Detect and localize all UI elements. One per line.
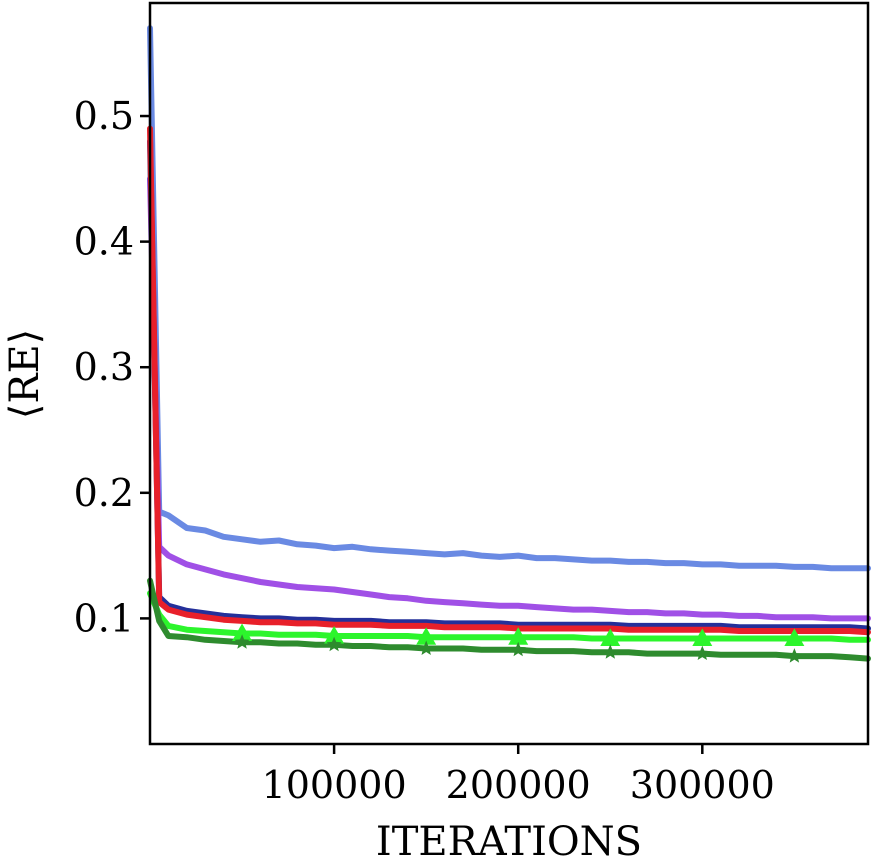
y-tick-label: 0.1 — [74, 596, 134, 640]
triangle-marker — [324, 625, 345, 644]
series-line-2 — [147, 175, 871, 622]
star-marker — [786, 648, 802, 663]
star-marker — [234, 634, 250, 649]
series-layer — [147, 25, 871, 662]
series-line-4 — [147, 125, 871, 636]
triangle-marker — [232, 623, 253, 641]
marker-layer — [232, 623, 805, 663]
x-axis-label: ITERATIONS — [376, 819, 642, 863]
series-line-5 — [147, 590, 871, 643]
y-axis: 0.1 0.2 0.3 0.4 0.5 — [74, 94, 150, 640]
triangle-marker — [508, 627, 529, 645]
triangle-marker — [416, 627, 437, 645]
star-marker — [602, 644, 618, 659]
x-tick-label: 300000 — [630, 763, 775, 807]
plot-frame — [148, 1, 870, 746]
series-line-6 — [147, 577, 871, 662]
star-marker — [694, 645, 710, 660]
x-tick-label: 200000 — [446, 763, 591, 807]
series-line-3 — [147, 138, 871, 632]
y-tick-label: 0.2 — [74, 471, 134, 515]
triangle-marker — [692, 628, 713, 647]
y-tick-label: 0.4 — [74, 220, 134, 264]
star-marker — [510, 641, 526, 657]
y-tick-label: 0.3 — [74, 345, 134, 389]
x-axis: 100000 200000 300000 — [262, 744, 775, 807]
x-tick-label: 100000 — [262, 763, 407, 807]
star-marker — [418, 640, 434, 655]
triangle-marker — [600, 628, 621, 647]
y-tick-label: 0.5 — [74, 94, 134, 138]
star-marker — [326, 636, 342, 652]
triangle-marker — [784, 628, 805, 647]
y-axis-label: ⟨RE⟩ — [2, 329, 48, 420]
series-line-1 — [147, 25, 871, 572]
